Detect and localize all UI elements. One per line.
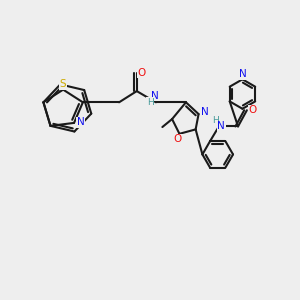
Text: N: N [76,117,84,127]
Text: O: O [174,134,182,144]
Text: N: N [201,107,208,117]
Text: N: N [218,122,225,131]
Text: O: O [137,68,146,78]
Text: H: H [147,98,153,107]
Text: N: N [238,69,246,79]
Text: O: O [248,105,256,115]
Text: S: S [60,79,67,89]
Text: H: H [212,116,219,125]
Text: N: N [152,91,159,101]
